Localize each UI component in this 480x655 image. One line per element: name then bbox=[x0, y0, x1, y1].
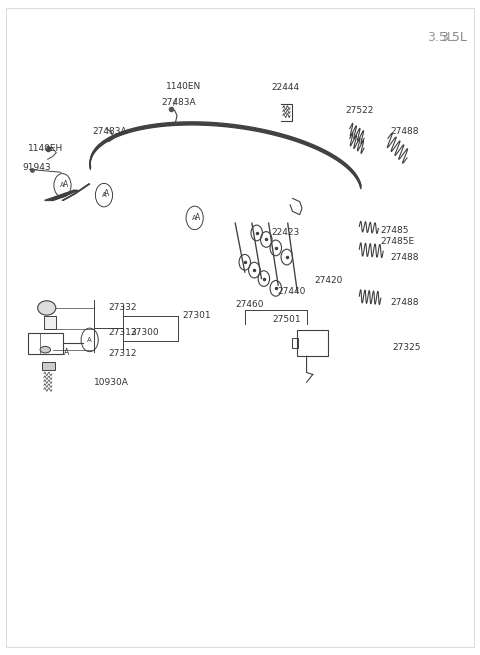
Text: 27300: 27300 bbox=[130, 328, 159, 337]
Text: 27313: 27313 bbox=[109, 328, 137, 337]
Text: 27483A: 27483A bbox=[161, 98, 196, 107]
Bar bbox=[297, 330, 328, 356]
Text: 27488: 27488 bbox=[390, 127, 419, 136]
Ellipse shape bbox=[37, 301, 56, 315]
Text: 3.5L: 3.5L bbox=[441, 31, 468, 44]
Text: 27485E: 27485E bbox=[381, 237, 415, 246]
Text: A: A bbox=[192, 215, 197, 221]
Text: 91943: 91943 bbox=[23, 163, 51, 172]
Text: 27440: 27440 bbox=[277, 287, 306, 296]
Text: 27522: 27522 bbox=[345, 106, 373, 115]
Text: A: A bbox=[60, 182, 65, 189]
Text: 22444: 22444 bbox=[271, 83, 299, 92]
Text: 27488: 27488 bbox=[390, 253, 419, 262]
Text: 1140EH: 1140EH bbox=[28, 143, 63, 153]
Ellipse shape bbox=[40, 346, 50, 353]
Text: 27332: 27332 bbox=[109, 303, 137, 312]
Text: A: A bbox=[195, 214, 200, 223]
Text: 27488: 27488 bbox=[390, 298, 419, 307]
Text: A: A bbox=[102, 192, 107, 198]
Text: 27501: 27501 bbox=[272, 315, 300, 324]
Bar bbox=[42, 362, 55, 370]
Text: A: A bbox=[62, 179, 68, 189]
Text: 27483A: 27483A bbox=[92, 127, 127, 136]
Bar bbox=[44, 316, 56, 329]
Text: 3.5L: 3.5L bbox=[427, 31, 454, 44]
Text: 27485: 27485 bbox=[381, 227, 409, 235]
Text: 1140EN: 1140EN bbox=[166, 82, 201, 90]
Text: 22423: 22423 bbox=[271, 229, 299, 237]
Text: 10930A: 10930A bbox=[95, 379, 129, 388]
Text: A: A bbox=[104, 189, 109, 198]
Text: 27325: 27325 bbox=[393, 343, 421, 352]
Text: A: A bbox=[64, 348, 70, 357]
Text: 27420: 27420 bbox=[314, 276, 342, 285]
Text: 27301: 27301 bbox=[183, 311, 211, 320]
Text: 27312: 27312 bbox=[109, 349, 137, 358]
Text: A: A bbox=[87, 337, 92, 343]
Text: 27460: 27460 bbox=[235, 300, 264, 309]
Bar bbox=[291, 338, 298, 348]
